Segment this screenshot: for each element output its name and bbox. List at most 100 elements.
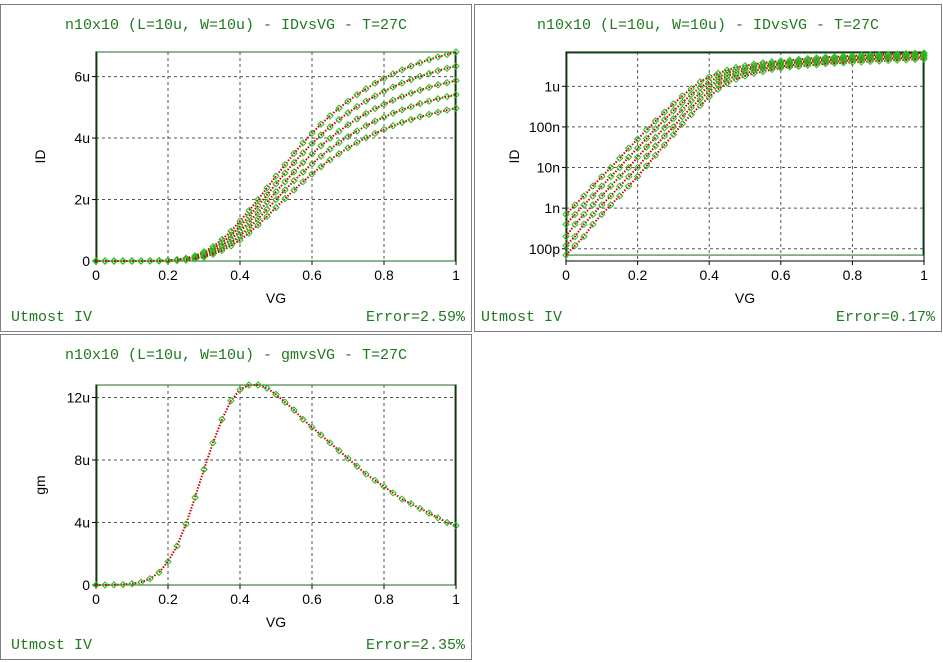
measured-point <box>398 495 406 503</box>
x-tick-label: 0.4 <box>230 591 250 607</box>
measured-point <box>893 54 901 62</box>
measured-point <box>714 73 722 81</box>
y-tick-label: 4u <box>74 130 90 146</box>
measured-point <box>425 55 433 64</box>
y-tick-label: 6u <box>74 69 90 85</box>
measured-point <box>290 158 298 167</box>
measured-point <box>571 220 579 229</box>
measured-point <box>317 431 325 439</box>
measured-point <box>110 581 118 589</box>
measured-point <box>452 521 460 530</box>
measured-point <box>821 54 830 63</box>
chart-panel-id-log: n10x10 (L=10u, W=10u) - IDvsVG - T=27C 0… <box>474 4 942 332</box>
measured-point <box>660 132 669 140</box>
measured-point <box>615 154 624 162</box>
measured-point <box>263 384 271 392</box>
measured-point <box>866 52 875 60</box>
measured-point <box>714 80 722 89</box>
measured-point <box>443 92 451 101</box>
measured-point <box>580 220 588 229</box>
measured-point <box>705 73 713 81</box>
measured-point <box>598 182 606 190</box>
measured-point <box>389 122 397 130</box>
measured-point <box>389 489 397 497</box>
measured-point <box>362 470 370 478</box>
measured-point <box>344 132 352 141</box>
measured-point <box>741 72 749 80</box>
measured-point <box>571 201 579 209</box>
measured-point <box>425 97 433 105</box>
measured-point <box>344 454 352 463</box>
measured-point <box>272 203 280 212</box>
measured-point <box>875 52 883 60</box>
measured-point <box>821 58 830 66</box>
measured-point <box>562 241 570 250</box>
measured-point <box>642 162 651 170</box>
measured-point <box>633 153 642 161</box>
measured-point <box>589 192 597 200</box>
measured-point <box>786 56 794 64</box>
measured-point <box>272 172 280 180</box>
measured-point <box>714 69 722 77</box>
footer-error-label: Error=2.59% <box>366 309 466 326</box>
measured-point <box>371 129 379 138</box>
measured-point <box>308 423 316 431</box>
measured-point <box>236 222 244 230</box>
measured-point <box>236 385 244 394</box>
measured-point <box>398 66 406 74</box>
measured-point <box>236 217 244 225</box>
measured-point <box>723 75 731 83</box>
x-tick-label: 0.2 <box>628 267 648 283</box>
measured-point <box>371 476 379 485</box>
measured-point <box>317 162 325 171</box>
measured-point <box>272 188 280 196</box>
measured-point <box>353 127 361 135</box>
chart-title: n10x10 (L=10u, W=10u) - IDvsVG - T=27C <box>65 17 407 34</box>
measured-point <box>452 104 460 112</box>
measured-point <box>299 139 307 147</box>
measured-point <box>317 142 325 150</box>
measured-point <box>571 210 579 219</box>
measured-point <box>443 106 451 114</box>
measured-point <box>786 58 794 66</box>
measured-point <box>362 97 370 105</box>
footer-error-label: Error=0.17% <box>836 309 936 326</box>
measured-point <box>875 55 883 63</box>
chart-panel-gm: n10x10 (L=10u, W=10u) - gmvsVG - T=27C 0… <box>0 334 472 660</box>
measured-point <box>777 64 785 72</box>
measured-point <box>191 493 199 502</box>
measured-point <box>236 236 244 244</box>
measured-point <box>425 83 433 92</box>
measured-point <box>353 462 361 470</box>
measured-point <box>335 115 343 124</box>
measured-point <box>714 76 722 85</box>
measured-point <box>750 64 758 72</box>
measured-point <box>335 150 343 158</box>
measured-point <box>128 257 136 265</box>
measured-point <box>642 143 651 151</box>
x-tick-label: 0.8 <box>374 591 394 607</box>
measured-point <box>209 439 217 447</box>
measured-point <box>416 99 424 108</box>
measured-point <box>263 205 271 214</box>
measured-point <box>371 79 379 88</box>
measured-point <box>191 252 199 261</box>
measured-point <box>589 220 597 229</box>
measured-point <box>571 241 579 250</box>
measured-point <box>164 257 172 265</box>
measured-point <box>434 81 442 89</box>
measured-point <box>344 109 352 117</box>
measured-point <box>589 201 597 209</box>
x-tick-label: 0.6 <box>302 267 322 283</box>
measured-point <box>335 127 343 136</box>
measured-point <box>732 75 740 83</box>
measured-point <box>371 104 379 113</box>
x-tick-label: 0.6 <box>302 591 322 607</box>
measured-point <box>848 53 857 61</box>
x-tick-label: 0.8 <box>843 267 863 283</box>
measured-point <box>209 250 217 258</box>
measured-point <box>651 117 660 125</box>
simulated-curve <box>96 65 457 262</box>
data-range-frame <box>96 51 456 262</box>
chart-svg: n10x10 (L=10u, W=10u) - IDvsVG - T=27C 0… <box>481 17 936 326</box>
